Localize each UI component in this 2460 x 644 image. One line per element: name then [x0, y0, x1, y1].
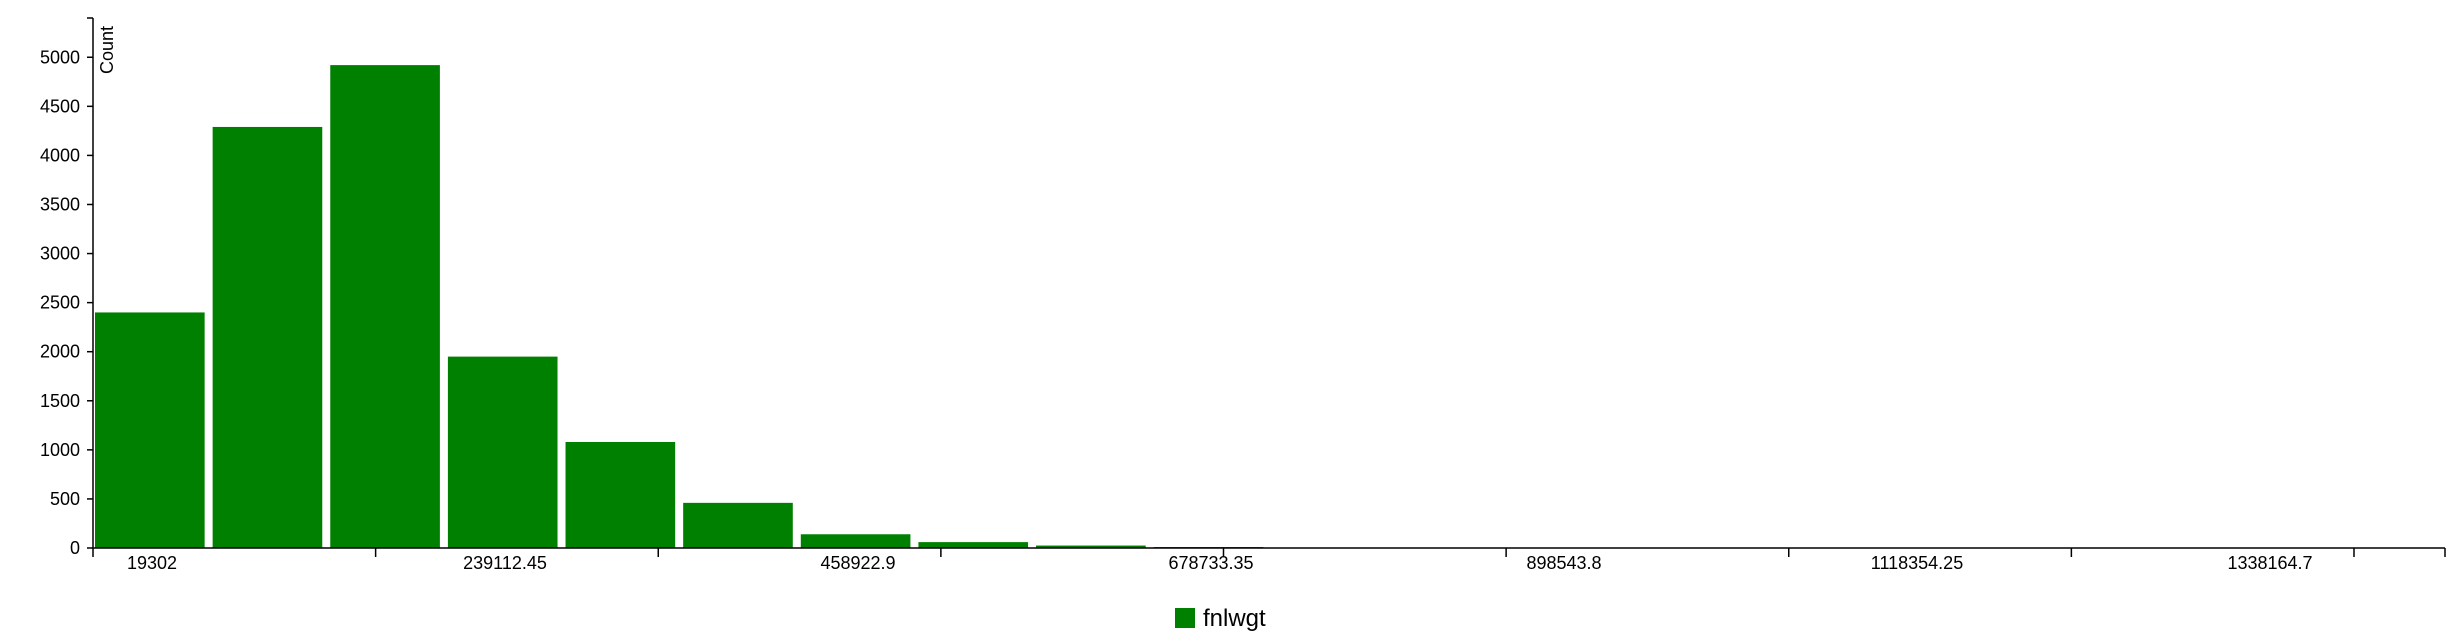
y-axis-title: Count	[97, 26, 117, 74]
x-tick-label: 458922.9	[820, 553, 895, 573]
histogram-bar	[565, 442, 676, 548]
x-tick-label: 239112.45	[463, 553, 547, 573]
y-tick-label: 3500	[40, 194, 80, 214]
y-tick-label: 4500	[40, 96, 80, 116]
histogram-bar	[918, 542, 1029, 548]
y-tick-label: 1000	[40, 440, 80, 460]
y-tick-label: 4000	[40, 145, 80, 165]
histogram-bar	[683, 502, 793, 548]
x-tick-label: 1338164.7	[2227, 553, 2312, 573]
histogram-bar	[800, 534, 911, 548]
x-tick-label: 678733.35	[1168, 553, 1253, 573]
x-axis: 19302 239112.45 458922.9 678733.35 898543.8 1…	[92, 547, 2446, 573]
legend[interactable]: fnlwgt	[1175, 605, 1266, 632]
legend-swatch-fnlwgt	[1175, 608, 1195, 628]
legend-label-fnlwgt: fnlwgt	[1203, 605, 1266, 632]
histogram-bar	[212, 126, 323, 548]
y-tick-label: 5000	[40, 47, 80, 67]
y-axis: 0 500 1000 1500 2000 2500 3000 3500 4000 4500 5000	[40, 17, 94, 558]
histogram-bar	[330, 65, 440, 548]
histogram-bar	[1036, 545, 1146, 548]
y-tick-label: 3000	[40, 244, 80, 264]
histogram-bar	[95, 312, 205, 548]
y-tick-label: 2000	[40, 342, 80, 362]
y-tick-label: 500	[50, 489, 80, 509]
x-tick-label: 19302	[127, 553, 177, 573]
x-tick-label: 1118354.25	[1871, 553, 1963, 573]
x-tick-label: 898543.8	[1526, 553, 1601, 573]
histogram-bar	[447, 356, 558, 548]
y-tick-label: 0	[70, 538, 80, 558]
plot-area	[95, 65, 1264, 548]
y-tick-label: 1500	[40, 391, 80, 411]
y-tick-label: 2500	[40, 293, 80, 313]
